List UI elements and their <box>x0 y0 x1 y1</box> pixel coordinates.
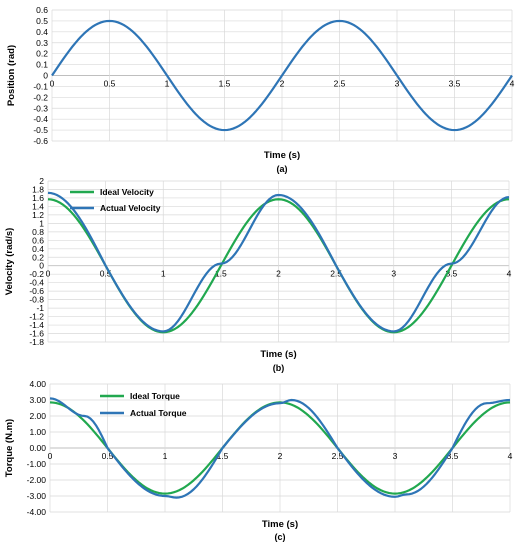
x-tick-label: 3 <box>395 79 400 89</box>
legend-label: Ideal Torque <box>130 391 180 401</box>
y-tick-label: -4.00 <box>27 507 47 517</box>
series-line <box>51 19 513 132</box>
x-tick-label: 2 <box>278 451 283 461</box>
x-tick-label: 4 <box>507 269 512 279</box>
position-chart: 0.60.50.40.30.20.10-0.1-0.2-0.3-0.4-0.5-… <box>6 5 515 174</box>
x-tick-label: 4 <box>508 451 513 461</box>
y-tick-label: 3.00 <box>29 395 46 405</box>
legend: Ideal Torque Actual Torque <box>100 391 187 418</box>
x-tick-label: 4 <box>510 79 515 89</box>
x-tick-label: 3.5 <box>445 269 457 279</box>
panel-caption: (a) <box>277 164 288 174</box>
y-tick-label: -1.00 <box>27 459 47 469</box>
y-tick-label: -0.1 <box>33 81 48 91</box>
y-axis-label: Velocity (rad/s) <box>4 228 15 296</box>
y-tick-label: 2.00 <box>29 411 46 421</box>
y-tick-label: -0.8 <box>29 295 44 305</box>
y-tick-label: -1.6 <box>29 329 44 339</box>
y-tick-label: 0.6 <box>32 235 44 245</box>
x-tick-label: 2.5 <box>334 79 346 89</box>
y-tick-label: -0.2 <box>33 92 48 102</box>
x-tick-label: 2 <box>280 79 285 89</box>
y-tick-label: 0.3 <box>36 38 48 48</box>
legend-label: Ideal Velocity <box>100 187 154 197</box>
torque-chart: 4.00 3.00 2.00 1.00 0.00 -1.00 -2.00 -3.00 -4.00… <box>4 379 513 542</box>
y-tick-label: -2.00 <box>27 475 47 485</box>
y-tick-label: -1 <box>36 303 44 313</box>
panel-caption: (c) <box>275 532 286 542</box>
x-tick-label: 0 <box>48 451 53 461</box>
y-tick-label: -1.2 <box>29 312 44 322</box>
y-tick-label: -1.4 <box>29 320 44 330</box>
y-tick-label: -0.6 <box>33 136 48 146</box>
y-tick-label: 0 <box>39 261 44 271</box>
x-tick-label: 3.5 <box>447 451 459 461</box>
y-tick-label: -0.5 <box>33 125 48 135</box>
panel-caption: (b) <box>273 363 285 373</box>
x-tick-label: 2.5 <box>330 269 342 279</box>
y-tick-label: -3.00 <box>27 491 47 501</box>
y-tick-label: -0.4 <box>29 278 44 288</box>
x-tick-label: 0.5 <box>100 269 112 279</box>
y-tick-label: 1.2 <box>32 210 44 220</box>
y-tick-label: -0.4 <box>33 114 48 124</box>
y-tick-label: 1.6 <box>32 193 44 203</box>
y-tick-label: 0.2 <box>32 252 44 262</box>
y-tick-label: 0.1 <box>36 60 48 70</box>
series-line <box>49 397 511 499</box>
legend-label: Actual Torque <box>130 408 187 418</box>
y-tick-label: -0.2 <box>29 269 44 279</box>
x-tick-label: 0.5 <box>102 451 114 461</box>
y-tick-label: 0.8 <box>32 227 44 237</box>
x-tick-label: 3 <box>391 269 396 279</box>
x-tick-label: 0 <box>50 79 55 89</box>
y-tick-label: 2 <box>39 176 44 186</box>
y-tick-label: 0.4 <box>32 244 44 254</box>
x-tick-label: 1 <box>163 451 168 461</box>
series-line <box>47 191 510 333</box>
y-tick-label: 1.8 <box>32 184 44 194</box>
y-tick-label: 4.00 <box>29 379 46 389</box>
x-tick-label: 2.5 <box>332 451 344 461</box>
velocity-chart: 21.81.61.41.210.80.60.40.20-0.2-0.4-0.6-… <box>4 176 512 373</box>
x-axis-label: Time (s) <box>262 519 298 530</box>
y-tick-label: 1 <box>39 218 44 228</box>
legend: Ideal Velocity Actual Velocity <box>70 187 161 213</box>
y-tick-label: 0 <box>43 71 48 81</box>
x-tick-label: 0.5 <box>104 79 116 89</box>
y-tick-label: 0.5 <box>36 16 48 26</box>
y-axis-label: Torque (N.m) <box>4 419 15 477</box>
y-tick-label: -1.8 <box>29 337 44 347</box>
x-tick-label: 1.5 <box>215 269 227 279</box>
x-tick-label: 1.5 <box>217 451 229 461</box>
x-axis-label: Time (s) <box>260 349 296 360</box>
x-tick-label: 1 <box>161 269 166 279</box>
x-tick-label: 0 <box>46 269 51 279</box>
x-tick-label: 1.5 <box>219 79 231 89</box>
x-tick-label: 3.5 <box>449 79 461 89</box>
y-tick-label: 1.00 <box>29 427 46 437</box>
x-tick-label: 2 <box>276 269 281 279</box>
y-tick-label: -0.3 <box>33 103 48 113</box>
x-tick-label: 1 <box>165 79 170 89</box>
y-tick-label: 0.00 <box>29 443 46 453</box>
y-tick-label: 0.2 <box>36 49 48 59</box>
x-axis-label: Time (s) <box>264 150 300 161</box>
y-tick-label: 1.4 <box>32 201 44 211</box>
legend-label: Actual Velocity <box>100 203 161 213</box>
x-tick-label: 3 <box>393 451 398 461</box>
y-axis-label: Position (rad) <box>6 45 17 106</box>
y-tick-label: -0.6 <box>29 286 44 296</box>
y-tick-label: 0.4 <box>36 27 48 37</box>
y-tick-label: 0.6 <box>36 5 48 15</box>
